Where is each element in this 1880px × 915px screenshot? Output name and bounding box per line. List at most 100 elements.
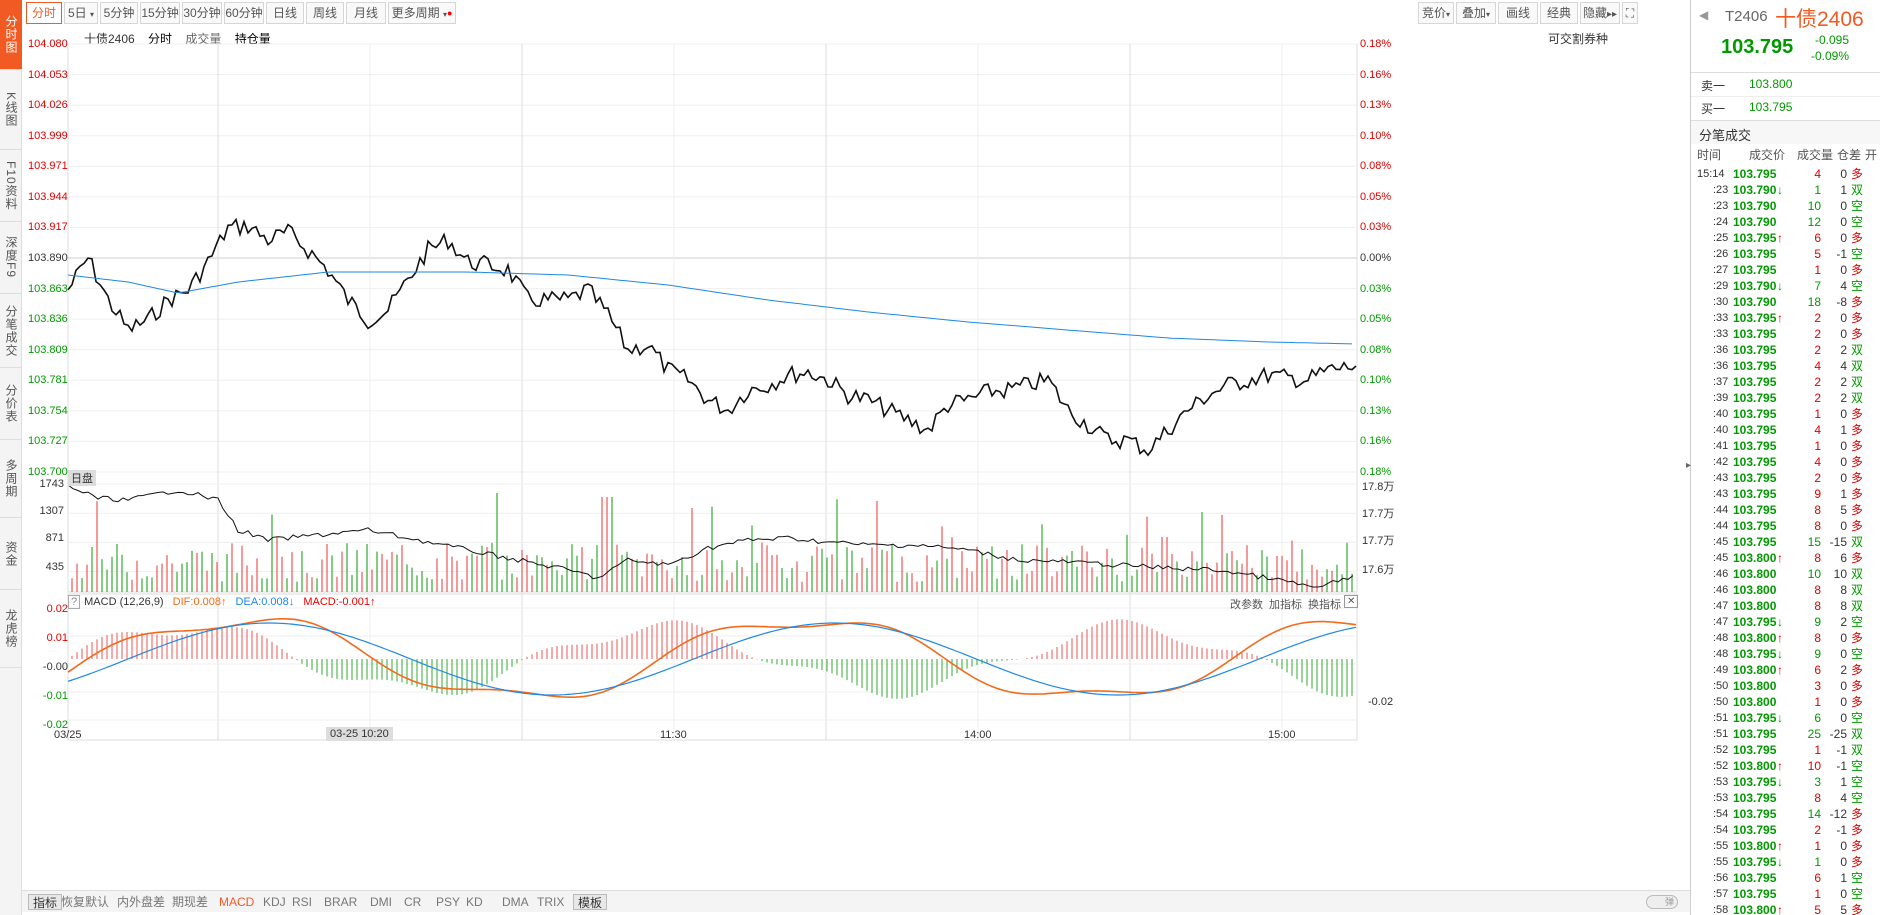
- tick-oi-diff: 0: [1840, 455, 1847, 469]
- indicator-tab-9[interactable]: CR: [404, 895, 422, 909]
- period-15min-button[interactable]: 15分钟: [140, 2, 180, 24]
- period-day-button[interactable]: 日线: [266, 2, 304, 24]
- tick-time: :23: [1713, 184, 1729, 196]
- tick-volume: 2: [1814, 471, 1821, 485]
- nav-item-7[interactable]: 资金: [0, 518, 22, 590]
- macd-tick-left: -0.01: [42, 690, 68, 703]
- tick-row: :44 103.795 8 0 多: [1691, 518, 1880, 534]
- caret-down-icon: ▾: [90, 10, 95, 19]
- tick-oi-diff: 0: [1840, 471, 1847, 485]
- period-fenshi-button[interactable]: 分时: [26, 2, 62, 24]
- macd-tool-2[interactable]: 换指标: [1308, 599, 1341, 611]
- tick-volume: 3: [1814, 775, 1821, 789]
- tick-row: :46 103.800 10 10 双: [1691, 566, 1880, 582]
- deliverable-bonds-link[interactable]: 可交割券种: [1548, 32, 1609, 46]
- tick-row: :42 103.795 4 0 多: [1691, 454, 1880, 470]
- tick-price: 103.795: [1733, 167, 1777, 181]
- tick-oi-diff: 1: [1840, 423, 1847, 437]
- indicator-tab-3[interactable]: 期现差: [172, 895, 209, 909]
- nav-item-4[interactable]: 分笔成交: [0, 294, 22, 368]
- ask-label: 卖一: [1701, 79, 1726, 93]
- period-5min-button[interactable]: 5分钟: [100, 2, 138, 24]
- tick-nature: 空: [1851, 791, 1864, 805]
- macd-tool-0[interactable]: 改参数: [1230, 599, 1263, 611]
- indicator-tab-7[interactable]: BRAR: [324, 895, 358, 909]
- period-30min-button[interactable]: 30分钟: [182, 2, 222, 24]
- tick-row: :29 103.790 ↓ 7 4 空: [1691, 278, 1880, 294]
- tick-row: :49 103.800 ↑ 6 2 多: [1691, 662, 1880, 678]
- indicator-tab-14[interactable]: 模板: [573, 894, 608, 910]
- nav-item-3[interactable]: 深度F9: [0, 222, 22, 294]
- tick-row: :46 103.800 8 8 双: [1691, 582, 1880, 598]
- tick-nature: 多: [1851, 855, 1864, 869]
- tick-row: :57 103.795 1 0 空: [1691, 886, 1880, 902]
- period-5day-button[interactable]: 5日 ▾: [64, 2, 98, 24]
- macd-tool-1[interactable]: 加指标: [1269, 599, 1302, 611]
- indicator-tab-1[interactable]: 恢复默认: [61, 895, 110, 909]
- auction-label: 竞价: [1421, 6, 1446, 20]
- nav-item-1[interactable]: K线图: [0, 70, 22, 150]
- prev-arrow-icon[interactable]: ◀: [1699, 8, 1709, 22]
- tick-nature: 多: [1851, 311, 1864, 325]
- period-60min-button[interactable]: 60分钟: [224, 2, 264, 24]
- tick-time: :36: [1713, 344, 1729, 356]
- tick-row: :54 103.795 14 -12 多: [1691, 806, 1880, 822]
- tick-time: :39: [1713, 392, 1729, 404]
- classic-button[interactable]: 经典: [1540, 2, 1578, 24]
- overlay-button[interactable]: 叠加▾: [1456, 2, 1496, 24]
- indicator-tab-0[interactable]: 指标: [28, 894, 63, 910]
- tick-nature: 空: [1851, 215, 1864, 229]
- indicator-tab-11[interactable]: KD: [466, 895, 483, 909]
- panel-collapse-icon[interactable]: ▸: [1686, 460, 1692, 471]
- pct-tick-right: 0.18%: [1360, 38, 1392, 50]
- hide-button[interactable]: 隐藏▸▸: [1580, 2, 1620, 24]
- tick-time: :50: [1713, 696, 1729, 708]
- popup-toggle[interactable]: 弹: [1646, 895, 1678, 909]
- price-tick-left: 103.700: [28, 466, 68, 478]
- tick-oi-diff: 0: [1840, 711, 1847, 725]
- tick-price: 103.795: [1733, 327, 1777, 341]
- intraday-chart[interactable]: [0, 0, 1690, 890]
- fullscreen-icon[interactable]: ⛶: [1622, 2, 1638, 24]
- indicator-tab-13[interactable]: TRIX: [537, 895, 565, 909]
- indicator-tab-6[interactable]: RSI: [292, 895, 313, 909]
- indicator-tab-12[interactable]: DMA: [502, 895, 529, 909]
- tick-nature: 双: [1851, 343, 1864, 357]
- draw-line-button[interactable]: 画线: [1498, 2, 1538, 24]
- tick-row: :54 103.795 2 -1 多: [1691, 822, 1880, 838]
- indicator-tab-2[interactable]: 内外盘差: [117, 895, 166, 909]
- tick-arrow-icon: ↓: [1777, 279, 1783, 293]
- toggle-oi[interactable]: 持仓量: [234, 32, 271, 46]
- indicator-tab-8[interactable]: DMI: [370, 895, 392, 909]
- indicator-tab-5[interactable]: KDJ: [263, 895, 286, 909]
- nav-item-6[interactable]: 多周期: [0, 440, 22, 518]
- tick-volume: 1: [1814, 407, 1821, 421]
- period-more-button[interactable]: 更多周期 ▾●: [388, 2, 456, 24]
- tick-oi-diff: 1: [1840, 487, 1847, 501]
- tick-volume: 2: [1814, 311, 1821, 325]
- indicator-tab-10[interactable]: PSY: [436, 895, 461, 909]
- caret-down-icon: ▾: [1486, 10, 1491, 19]
- mode-fenshi[interactable]: 分时: [148, 32, 173, 46]
- period-week-button[interactable]: 周线: [306, 2, 344, 24]
- toggle-volume[interactable]: 成交量: [185, 32, 222, 46]
- tick-volume: 1: [1814, 743, 1821, 757]
- tick-volume: 5: [1814, 247, 1821, 261]
- tick-oi-diff: 0: [1840, 679, 1847, 693]
- tick-price: 103.795: [1733, 311, 1777, 325]
- tick-nature: 双: [1851, 375, 1864, 389]
- close-icon[interactable]: ✕: [1344, 595, 1359, 608]
- indicator-tab-4[interactable]: MACD: [219, 895, 255, 909]
- nav-item-2[interactable]: F10资料: [0, 150, 22, 222]
- nav-item-5[interactable]: 分价表: [0, 368, 22, 440]
- help-icon[interactable]: ?: [68, 595, 81, 609]
- tick-arrow-icon: ↑: [1777, 759, 1783, 773]
- tick-price: 103.790: [1733, 279, 1777, 293]
- tick-price: 103.795: [1733, 455, 1777, 469]
- period-month-button[interactable]: 月线: [346, 2, 386, 24]
- nav-item-0[interactable]: 分时图: [0, 0, 22, 70]
- auction-button[interactable]: 竞价▾: [1418, 2, 1454, 24]
- tick-row: :50 103.800 1 0 多: [1691, 694, 1880, 710]
- nav-item-8[interactable]: 龙虎榜: [0, 590, 22, 668]
- tick-time: :26: [1713, 248, 1729, 260]
